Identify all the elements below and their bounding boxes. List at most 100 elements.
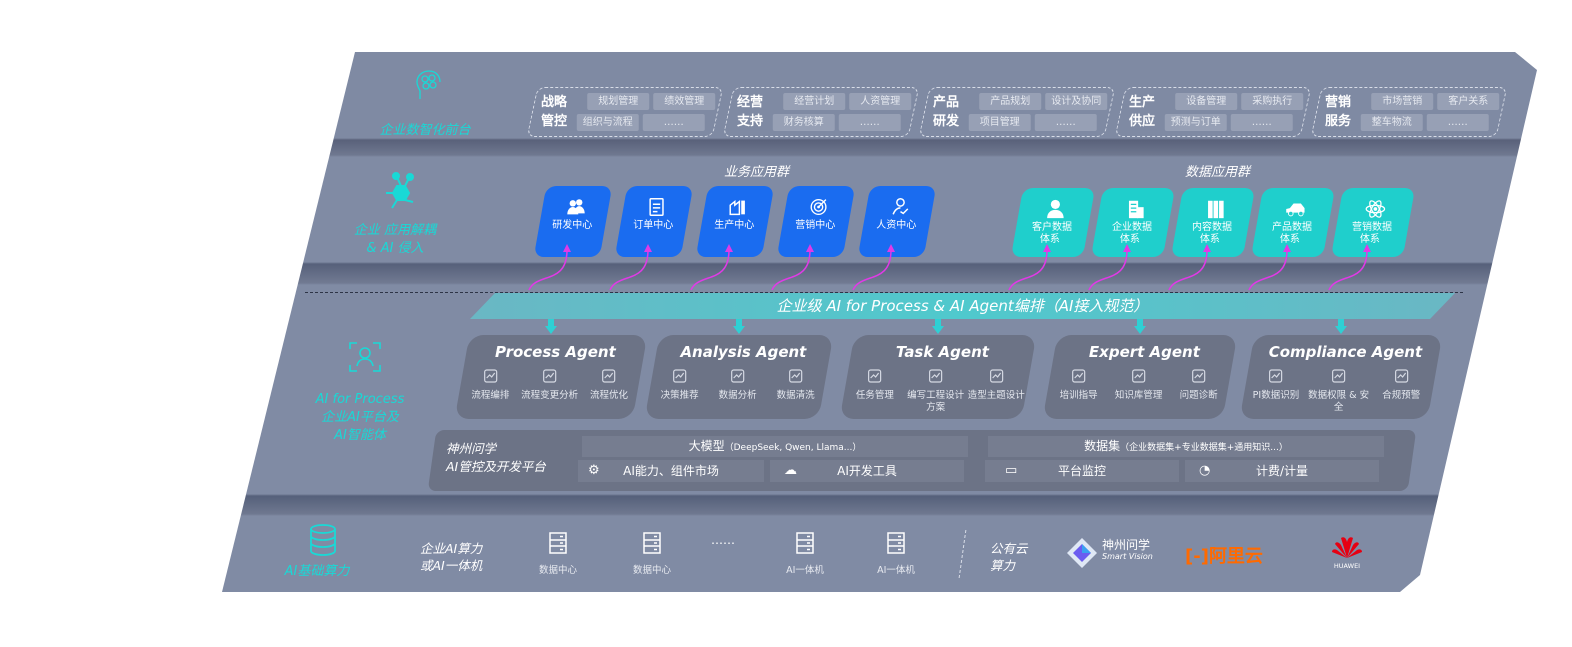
compute-node: AI一体机	[775, 532, 835, 576]
business-app-label: 订单中心	[633, 220, 674, 231]
data-app-card[interactable]: 产品数据 体系	[1250, 188, 1336, 257]
agent-capability[interactable]: 任务管理	[845, 367, 905, 414]
market-icon: ⚙	[588, 463, 600, 478]
agent-card[interactable]: Expert Agent 培训指导 知识库管理 问题诊断	[1042, 335, 1238, 419]
capability-chip[interactable]: 财务核算	[772, 114, 835, 131]
capability-chip[interactable]: 绩效管理	[653, 93, 716, 110]
capability-chip[interactable]: 预测与订单	[1164, 114, 1227, 131]
business-app-card[interactable]: 营销中心	[776, 186, 856, 257]
devtools-icon: ☁	[784, 463, 797, 478]
agent-card[interactable]: Process Agent 流程编排 流程变更分析 流程优化	[454, 335, 648, 419]
capability-chip[interactable]: 人资管理	[849, 93, 912, 110]
agent-card[interactable]: Compliance Agent PI数据识别 数据权限 & 安全 合规预警	[1239, 335, 1443, 419]
large-model-label: 大模型	[688, 439, 725, 453]
capability-chip[interactable]: 组织与流程	[576, 114, 639, 131]
agent-capabilities: PI数据识别 数据权限 & 安全 合规预警	[1245, 367, 1433, 414]
capability-chip[interactable]: ……	[1034, 114, 1097, 131]
compute-node-label: AI一体机	[786, 565, 824, 576]
capability-chip[interactable]: 项目管理	[968, 114, 1031, 131]
agent-capability[interactable]: 知识库管理	[1109, 367, 1168, 402]
capability-chip[interactable]: 整车物流	[1360, 114, 1423, 131]
agent-capability[interactable]: 数据权限 & 安全	[1308, 367, 1370, 414]
agent-capability[interactable]: 数据分析	[709, 367, 766, 402]
enterprise-compute-line2: 或AI一体机	[420, 558, 483, 573]
agent-capability[interactable]: 流程优化	[580, 367, 639, 402]
agent-capability[interactable]: 流程变更分析	[520, 367, 579, 402]
agent-title: Task Agent	[895, 343, 989, 361]
business-app-card[interactable]: 生产中心	[695, 186, 775, 257]
server-icon	[549, 532, 567, 554]
agent-card[interactable]: Analysis Agent 决策推荐 数据分析 数据清洗	[644, 335, 834, 419]
agent-capability-label: 任务管理	[855, 390, 894, 401]
capability-chip[interactable]: 市场营销	[1371, 93, 1434, 110]
capability-icon	[1132, 369, 1146, 383]
public-cloud-label: 公有云 算力	[990, 540, 1028, 574]
monitor-icon: ▭	[1005, 463, 1018, 478]
capability-chip[interactable]: 设计及协同	[1045, 93, 1108, 110]
database-icon	[310, 524, 336, 556]
agent-capability[interactable]: 数据清洗	[767, 367, 824, 402]
agent-capability[interactable]: 编写工程设计方案	[906, 367, 966, 414]
data-app-card[interactable]: 企业数据 体系	[1090, 188, 1176, 257]
layer-label-ai: AI for Process 企业AI平台及 AI智能体	[300, 391, 420, 445]
business-app-label: 研发中心	[552, 220, 593, 231]
data-app-card[interactable]: 内容数据 体系	[1170, 188, 1256, 257]
business-app-card[interactable]: 人资中心	[857, 186, 937, 257]
layer-divider	[305, 292, 1463, 293]
large-model-row: 大模型（DeepSeek, Qwen, Llama...）	[582, 436, 968, 457]
person-icon	[892, 198, 909, 215]
agent-capabilities: 流程编排 流程变更分析 流程优化	[461, 367, 639, 402]
enterprise-compute-line1: 企业AI算力	[420, 541, 483, 556]
capability-chip[interactable]: 规划管理	[587, 93, 650, 110]
aliyun-logo: [-]阿里云	[1185, 542, 1263, 568]
layer-label-ai-line1: AI for Process	[315, 392, 405, 407]
agent-capability[interactable]: 培训指导	[1049, 367, 1108, 402]
enterprise-compute-label: 企业AI算力 或AI一体机	[420, 540, 482, 574]
capability-chip[interactable]: ……	[1426, 114, 1489, 131]
layer-label-ai-line3: AI智能体	[334, 428, 386, 443]
agent-capability[interactable]: 决策推荐	[651, 367, 708, 402]
data-app-card[interactable]: 营销数据 体系	[1330, 188, 1416, 257]
server-icon	[796, 532, 814, 554]
capability-group: 经营支持 经营计划 人资管理 财务核算……	[722, 87, 920, 137]
capability-chip[interactable]: ……	[1230, 114, 1293, 131]
capability-chip[interactable]: ……	[642, 114, 705, 131]
huawei-name: HUAWEI	[1333, 562, 1361, 570]
data-app-label-line1: 客户数据	[1032, 222, 1073, 233]
server-icon	[643, 532, 661, 554]
aliyun-bracket-icon: [-]	[1185, 546, 1209, 567]
down-arrow-icon	[1134, 319, 1146, 334]
capability-chip[interactable]: ……	[838, 114, 901, 131]
gauge-icon: ◔	[1199, 463, 1211, 478]
agent-capability[interactable]: 合规预警	[1370, 367, 1432, 414]
data-app-label-line1: 营销数据	[1352, 222, 1393, 233]
agent-capability[interactable]: 流程编排	[461, 367, 520, 402]
capability-chip[interactable]: 设备管理	[1175, 93, 1238, 110]
data-app-card[interactable]: 客户数据 体系	[1010, 188, 1096, 257]
billing-cell[interactable]: ◔ 计费/计量	[1185, 460, 1379, 482]
agent-capability[interactable]: 问题诊断	[1169, 367, 1228, 402]
data-app-label-line1: 内容数据	[1192, 222, 1233, 233]
capability-chip[interactable]: 采购执行	[1241, 93, 1304, 110]
public-cloud-line1: 公有云	[990, 541, 1028, 556]
data-apps-heading: 数据应用群	[1185, 165, 1251, 180]
dataset-note: （企业数据集+专业数据集+通用知识...）	[1120, 443, 1288, 453]
business-app-card[interactable]: 研发中心	[533, 186, 613, 257]
agent-capability-label: 知识库管理	[1114, 390, 1163, 401]
ai-market-cell[interactable]: ⚙ AI能力、组件市场	[578, 460, 764, 482]
agent-capability[interactable]: 造型主题设计	[966, 367, 1026, 414]
ai-devtools-cell[interactable]: ☁ AI开发工具	[770, 460, 964, 482]
capability-chip[interactable]: 经营计划	[783, 93, 846, 110]
compute-node-label: AI一体机	[877, 565, 915, 576]
capability-chip[interactable]: 产品规划	[979, 93, 1042, 110]
agent-capability-label: 造型主题设计	[967, 390, 1025, 401]
building-icon	[1128, 200, 1144, 219]
agent-card[interactable]: Task Agent 任务管理 编写工程设计方案 造型主题设计	[839, 335, 1037, 419]
capability-icon	[602, 369, 616, 383]
agent-capability[interactable]: PI数据识别	[1245, 367, 1307, 414]
capability-chip[interactable]: 客户关系	[1437, 93, 1500, 110]
platform-monitor-cell[interactable]: ▭ 平台监控	[985, 460, 1179, 482]
compute-node: AI一体机	[866, 532, 926, 576]
business-app-card[interactable]: 订单中心	[614, 186, 694, 257]
capability-group: 战略管控 规划管理 绩效管理 组织与流程……	[526, 87, 724, 137]
